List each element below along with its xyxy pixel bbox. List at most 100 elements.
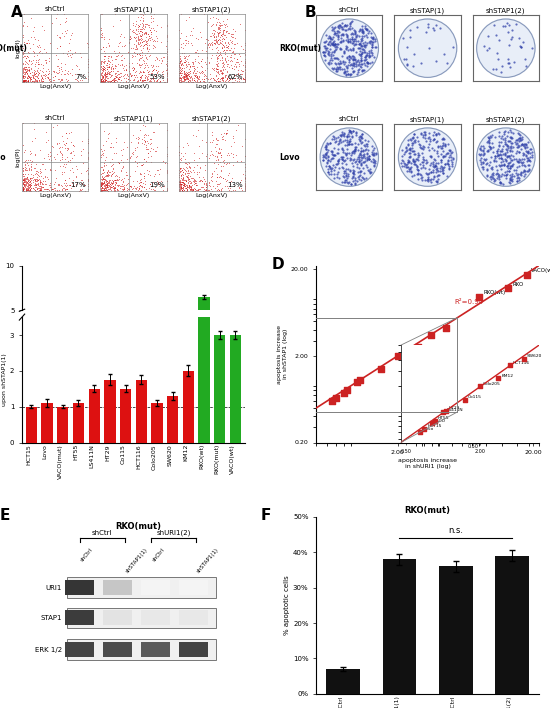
Point [43, 63, 52, 74]
Point [366, 50, 375, 62]
Point [190, 54, 199, 65]
Point [154, 65, 163, 76]
Point [135, 49, 144, 60]
Point [126, 70, 135, 81]
Point [337, 130, 346, 141]
Title: shCtrl: shCtrl [45, 115, 65, 121]
Title: shCtrl: shCtrl [45, 6, 65, 12]
Point [324, 38, 333, 50]
Point [126, 23, 135, 35]
Point [360, 156, 369, 167]
Point [485, 159, 494, 171]
Point [348, 125, 357, 137]
Point [339, 63, 348, 74]
Point [215, 65, 224, 76]
Point [493, 170, 502, 181]
Point [106, 166, 114, 177]
Point [103, 132, 112, 144]
Point [426, 166, 435, 177]
Point [137, 18, 146, 29]
Point [136, 23, 145, 35]
Point [125, 152, 134, 164]
Point [58, 65, 67, 76]
Point [76, 146, 85, 157]
Point [178, 176, 186, 188]
Point [212, 52, 221, 63]
Point [144, 66, 152, 77]
Point [222, 66, 231, 77]
Point [409, 137, 418, 149]
Point [141, 74, 150, 85]
Point [101, 72, 109, 83]
Point [130, 50, 139, 62]
Point [31, 57, 40, 68]
Point [328, 36, 337, 47]
Point [224, 58, 233, 69]
Point [96, 179, 105, 190]
Point [520, 153, 529, 164]
Point [177, 176, 186, 188]
Point [193, 47, 202, 59]
Point [41, 71, 50, 82]
Point [104, 60, 113, 72]
Point [138, 181, 146, 192]
Point [430, 154, 439, 166]
Point [98, 173, 107, 184]
Bar [179, 581, 208, 595]
Point [323, 42, 332, 54]
Point [518, 166, 527, 178]
Point [34, 178, 42, 190]
Point [24, 64, 33, 75]
Point [144, 34, 153, 45]
Point [233, 156, 241, 167]
Point [25, 67, 34, 79]
Point [124, 62, 133, 73]
Point [65, 172, 74, 183]
Point [52, 120, 61, 131]
Point [162, 21, 171, 32]
Point [175, 76, 184, 87]
Point [106, 181, 114, 193]
Point [122, 170, 131, 181]
Point [419, 159, 427, 171]
Point [18, 184, 27, 195]
Point [213, 35, 222, 46]
Point [175, 64, 184, 75]
Point [180, 68, 189, 79]
Point [358, 129, 367, 140]
Point [109, 183, 118, 195]
Text: ERK 1/2: ERK 1/2 [35, 646, 62, 653]
Point [29, 72, 37, 84]
Point [432, 19, 441, 30]
Point [417, 174, 426, 185]
Point [367, 35, 376, 46]
Point [112, 175, 120, 186]
Point [206, 172, 215, 183]
Point [356, 170, 365, 181]
Point [96, 178, 105, 189]
Point [111, 174, 119, 185]
Point [162, 63, 171, 74]
Point [84, 137, 93, 149]
Point [475, 149, 483, 160]
Point [217, 52, 226, 64]
Point [119, 184, 128, 195]
Point [409, 154, 417, 166]
Point [73, 68, 82, 79]
Point [138, 50, 147, 61]
Point [81, 179, 90, 190]
Point [26, 183, 35, 194]
Point [424, 171, 432, 183]
Point [367, 39, 376, 50]
Point [130, 27, 139, 38]
Point [331, 52, 340, 64]
Point [356, 149, 365, 160]
Point [359, 64, 368, 76]
Point [109, 183, 118, 194]
Point [355, 60, 364, 72]
Point [34, 34, 42, 45]
Point [219, 57, 228, 69]
Point [349, 65, 358, 76]
Point [178, 185, 186, 196]
Point [354, 39, 363, 50]
